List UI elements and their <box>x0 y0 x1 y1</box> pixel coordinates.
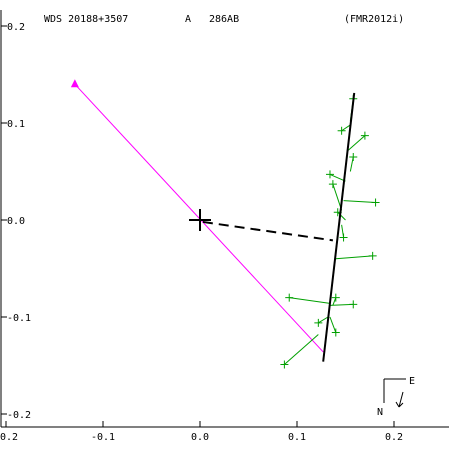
measure-residual-line <box>341 124 351 132</box>
measure-point <box>331 293 340 302</box>
compass: E N <box>377 376 415 418</box>
predicted-path-end-marker <box>70 79 79 88</box>
measure-residual-line <box>332 183 343 211</box>
measure-point <box>331 328 340 337</box>
measure-point <box>371 198 380 207</box>
measure-residual-line <box>289 297 331 304</box>
x-tick-label: 0.1 <box>288 432 306 443</box>
measure-point <box>349 152 358 161</box>
measure-point <box>349 300 358 309</box>
measure-point <box>314 318 323 327</box>
measure-point <box>280 360 289 369</box>
axis-ticks <box>1 25 395 427</box>
measure-point <box>285 293 294 302</box>
header-wds-id: WDS 20188+3507 <box>44 14 128 25</box>
compass-east-label: E <box>409 376 415 387</box>
y-tick-label: 0.2 <box>7 22 25 33</box>
measure-residual-line <box>284 334 319 365</box>
x-tick-label: -0.2 <box>0 432 18 443</box>
measure-residual-line <box>343 200 376 204</box>
measure-point <box>339 233 348 242</box>
motion-direction-arrow-icon <box>395 391 404 408</box>
x-tick-label: -0.1 <box>91 432 115 443</box>
measure-point <box>337 126 346 135</box>
measure-residual-line <box>329 173 346 182</box>
measure-point <box>360 131 369 140</box>
header-reference: (FMR2012i) <box>344 14 404 25</box>
compass-north-label: N <box>377 407 383 418</box>
x-tick-label: 0.0 <box>191 432 209 443</box>
header-component: A <box>185 14 191 25</box>
periastron-dashed-line <box>202 220 334 242</box>
measure-residual-line <box>335 255 373 260</box>
measure-residual-line <box>337 211 346 221</box>
measure-residual-line <box>348 135 366 151</box>
y-tick-label: -0.1 <box>7 313 31 324</box>
y-tick-label: 0.0 <box>7 216 25 227</box>
x-tick-label: 0.2 <box>385 432 403 443</box>
y-tick-label: 0.1 <box>7 119 25 130</box>
y-tick-label: -0.2 <box>7 410 31 421</box>
measure-point <box>325 170 334 179</box>
orbit-line <box>322 92 356 362</box>
plot-series <box>70 79 380 369</box>
measure-point <box>328 180 337 189</box>
axis-labels: -0.2 -0.1 0.0 0.1 0.2 0.2 0.1 0.0 -0.1 -0.2 <box>0 22 403 443</box>
measure-point <box>368 251 377 260</box>
header-discoverer: 286AB <box>209 14 239 25</box>
primary-star-marker <box>189 209 211 231</box>
measure-residual-line <box>329 316 337 333</box>
plot-frame <box>0 10 449 428</box>
measure-residual-line <box>318 316 329 324</box>
